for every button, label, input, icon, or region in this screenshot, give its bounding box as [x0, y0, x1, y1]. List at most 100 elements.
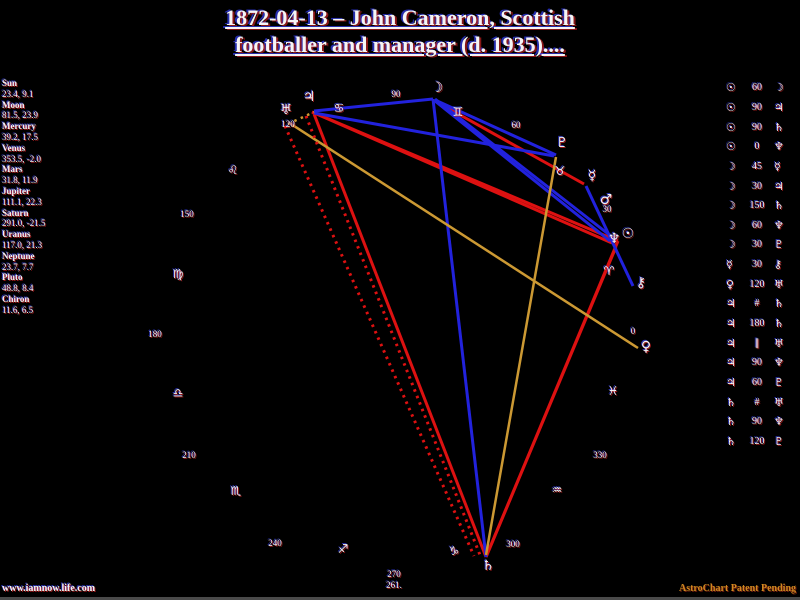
chart-title-line2: footballer and manager (d. 1935)....	[235, 32, 565, 57]
taurus-sign-icon: ♉	[554, 164, 566, 178]
planet-glyph-icon: ☿	[774, 159, 781, 173]
gemini-sign-icon: ♊	[452, 105, 464, 119]
aspect-row: ☉ 60 ☽	[726, 78, 788, 98]
virgo-sign-icon: ♍	[172, 267, 184, 281]
aspect-line-jupiter-pluto	[313, 111, 555, 158]
planet-coords-jupiter: 111.1, 22.3	[2, 196, 42, 207]
planet-glyph-icon: ♃	[726, 375, 736, 389]
aspect-row: ♃ ∥ ♅	[726, 333, 788, 353]
planet-glyph-icon: ♅	[774, 336, 784, 350]
chart-title-line1: 1872-04-13 – John Cameron, Scottish	[225, 5, 575, 30]
aspect-row: ☿ 30 ⚷	[726, 255, 788, 275]
planet-glyph-icon: ♆	[774, 356, 784, 370]
planet-name-chiron: Chiron	[2, 293, 30, 304]
aspect-row: ☽ 150 ♄	[726, 196, 788, 216]
planet-coords-saturn: 291.0, -21.5	[2, 218, 46, 229]
longitude-tick-150: 150	[180, 209, 194, 219]
aspect-angle: 30	[752, 239, 762, 251]
planet-glyph-icon: ♇	[774, 434, 784, 448]
aspect-angle: 180	[749, 318, 765, 329]
planet-name-jupiter: Jupiter	[2, 185, 30, 196]
aspect-angle: ∥	[754, 337, 760, 349]
sun-glyph-icon: ☉	[621, 226, 635, 242]
planet-name-mars: Mars	[2, 164, 23, 175]
aspect-grid: ☉ 60 ☽ ☉ 90 ♃ ☉ 90 ♄ ☉ 0 ♆ ☽ 45 ☿ ☽ 30 ♃ ☽ 150 ♄ ☽ 60 ♆ ☽ 30 ♇ ☿ 30 ⚷…	[726, 78, 788, 451]
aspect-angle: 90	[752, 357, 762, 369]
planet-glyph-icon: ♄	[774, 317, 784, 330]
longitude-tick-261.: 261.	[386, 580, 402, 590]
planet-glyph-icon: ♄	[726, 395, 736, 409]
aspect-line-jupiter-saturn	[312, 113, 488, 558]
libra-sign-icon: ♎	[172, 386, 184, 400]
planet-coords-chiron: 11.6, 6.5	[2, 304, 34, 315]
planet-coords-pluto: 48.8, 8.4	[2, 283, 34, 294]
planet-name-mercury: Mercury	[2, 121, 36, 132]
aspect-angle: 90	[752, 101, 762, 113]
planet-glyph-icon: ♀	[726, 277, 735, 291]
pluto-glyph-icon: ♇	[555, 135, 569, 151]
aspect-line-sun-moon	[434, 97, 617, 242]
aspect-row: ♃ 180 ♄	[726, 314, 788, 334]
planet-glyph-icon: ♄	[774, 120, 784, 134]
planet-coords-mars: 31.8, 11.9	[2, 175, 38, 186]
planet-glyph-icon: ♄	[726, 415, 736, 429]
aspect-angle: 90	[752, 416, 762, 428]
planet-coords-uranus: 117.0, 21.3	[2, 239, 43, 250]
aspect-angle: #	[754, 298, 760, 310]
aspect-row: ☉ 90 ♃	[726, 98, 788, 118]
planet-glyph-icon: ⚷	[774, 258, 783, 272]
planet-glyph-icon: ☽	[726, 218, 736, 232]
planet-glyph-icon: ♃	[726, 317, 736, 330]
planet-glyph-icon: ☉	[726, 140, 736, 154]
aspect-row: ☽ 60 ♆	[726, 215, 788, 235]
aspect-line-jupiter-uranus-parallel	[287, 110, 315, 126]
aspect-row: ♃ 60 ♇	[726, 373, 788, 393]
planet-name-sun: Sun	[2, 78, 18, 88]
leo-sign-icon: ♌	[227, 163, 239, 177]
cancer-sign-icon: ♋	[333, 101, 345, 115]
aspect-line-moon-pluto	[434, 98, 557, 157]
planet-glyph-icon: ♃	[726, 336, 736, 350]
longitude-tick-90: 90	[391, 89, 401, 99]
neptune-glyph-icon: ♆	[607, 231, 621, 247]
scorpio-sign-icon: ♏	[230, 484, 242, 498]
aspect-row: ♃ # ♄	[726, 294, 788, 314]
planet-glyph-icon: ☽	[774, 81, 784, 95]
aspect-line-moon-neptune	[434, 99, 611, 243]
planet-name-pluto: Pluto	[2, 272, 23, 283]
chiron-glyph-icon: ⚷	[635, 275, 647, 291]
aspect-line-venus-uranus	[290, 122, 639, 350]
planet-glyph-icon: ♆	[774, 140, 784, 154]
longitude-tick-30: 30	[602, 204, 612, 214]
aspect-angle: 30	[752, 259, 762, 271]
aries-sign-icon: ♈	[603, 264, 615, 278]
longitude-tick-0: 0	[630, 326, 636, 336]
longitude-tick-60: 60	[511, 120, 521, 130]
aspect-line-moon-mercury	[434, 99, 585, 186]
aspect-row: ♄ 90 ♆	[726, 412, 788, 432]
aspect-line-uranus-saturn-contraparallel	[283, 125, 476, 557]
planet-glyph-icon: ♅	[774, 395, 784, 409]
planet-glyph-icon: ☽	[726, 159, 736, 173]
planet-name-venus: Venus	[2, 142, 26, 153]
aspect-row: ☉ 90 ♄	[726, 117, 788, 137]
aspect-angle: 60	[752, 219, 762, 231]
chart-title: 1872-04-13 – John Cameron, Scottish foot…	[0, 4, 800, 58]
planet-glyph-icon: ♅	[774, 277, 784, 291]
planet-name-neptune: Neptune	[2, 250, 35, 261]
planet-name-saturn: Saturn	[2, 207, 29, 218]
jupiter-glyph-icon: ♃	[302, 89, 316, 105]
pisces-sign-icon: ♓	[607, 384, 619, 398]
planet-coords-venus: 353.5, -2.0	[2, 153, 41, 164]
website-watermark: www.iamnow.life.com	[2, 583, 96, 594]
aspect-line-moon-saturn	[431, 98, 488, 558]
planet-position-list: Sun 23.4, 9.1 Moon 81.5, 23.9 Mercury 39.2, 1…	[2, 78, 46, 316]
aspect-row: ☽ 30 ♃	[726, 176, 788, 196]
planet-glyph-icon: ♄	[774, 199, 784, 213]
aquarius-sign-icon: ♒	[551, 483, 563, 497]
aspect-angle: #	[754, 396, 760, 408]
planet-glyph-icon: ♃	[774, 179, 784, 193]
longitude-tick-210: 210	[182, 450, 196, 460]
